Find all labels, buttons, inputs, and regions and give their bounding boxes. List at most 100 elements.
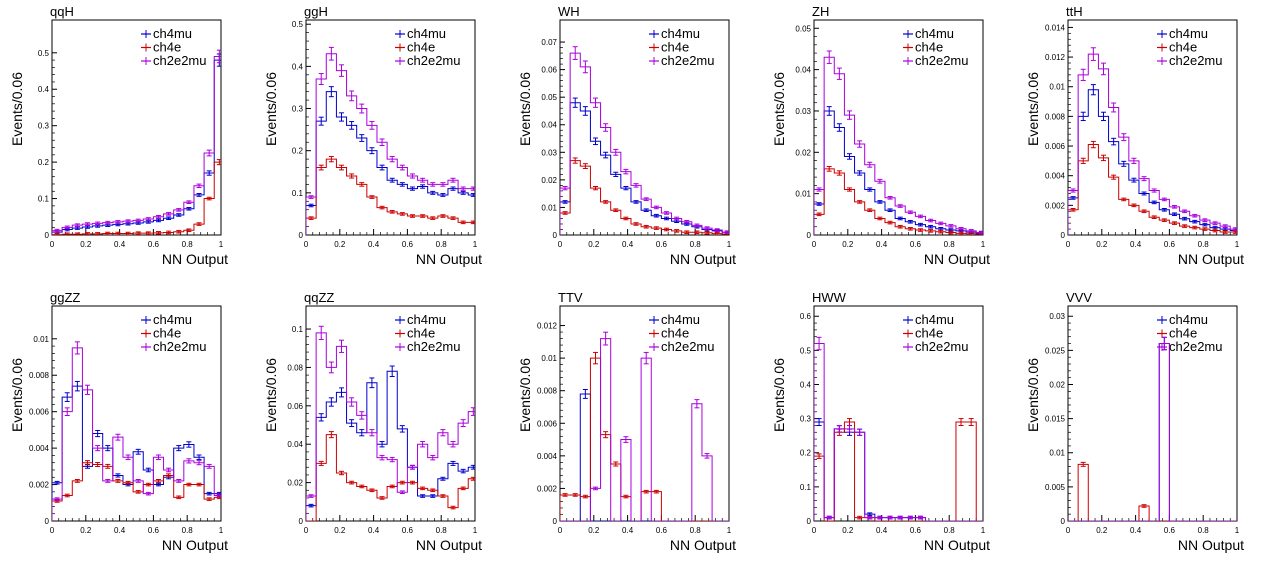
series-ch2e2mu-histogram	[306, 53, 475, 235]
x-tick-label: 0.4	[1130, 526, 1142, 535]
y-tick-label: 0.5	[292, 20, 304, 29]
x-tick-label: 1	[473, 240, 478, 249]
x-tick-label: 0.2	[842, 526, 854, 535]
x-tick-label: 1	[219, 240, 224, 249]
y-axis-label: Events/0.06	[1025, 358, 1041, 432]
x-tick-label: 1	[473, 526, 478, 535]
x-tick-label: 1	[727, 526, 732, 535]
y-tick-label: 0	[1061, 517, 1066, 526]
y-tick-label: 0.02	[287, 479, 303, 488]
legend-entry: ch4e	[915, 40, 943, 55]
x-axis-label: NN Output	[924, 537, 990, 553]
chart-title: qqH	[50, 4, 74, 19]
legend-entry: ch2e2mu	[915, 53, 968, 68]
x-tick-label: 0.6	[910, 240, 922, 249]
plot-area	[52, 341, 221, 521]
x-tick-label: 0.2	[588, 240, 600, 249]
histogram-svg: HWW Events/0.06 NN Output 0 0.1 0.2 0.3 0.4 0.5 0…	[771, 290, 990, 553]
x-axis-label: NN Output	[670, 251, 736, 267]
y-tick-label: 0.01	[33, 335, 49, 344]
x-tick-label: 0.8	[690, 526, 702, 535]
plot-area	[814, 50, 983, 235]
histogram-svg: qqZZ Events/0.06 NN Output 0 0.02 0.04 0.06 0.0…	[263, 290, 482, 553]
y-tick-label: 0.1	[292, 325, 304, 334]
y-tick-label: 0.01	[795, 190, 811, 199]
x-tick-label: 0.2	[80, 526, 92, 535]
plot-area	[560, 46, 729, 235]
y-tick-label: 0.2	[800, 449, 812, 458]
y-tick-label: 0.006	[1045, 142, 1066, 151]
x-tick-label: 0.6	[656, 240, 668, 249]
series-ch2e2mu-histogram	[814, 56, 983, 235]
y-tick-label: 0.01	[1049, 83, 1065, 92]
chart-title: ggZZ	[50, 290, 80, 305]
y-tick-label: 0.025	[1045, 346, 1066, 355]
series-ch4e-histogram	[814, 421, 983, 521]
legend-entry: ch4e	[661, 326, 689, 341]
x-axis-label: NN Output	[162, 537, 228, 553]
y-tick-label: 0.008	[29, 371, 50, 380]
series-ch4e-histogram	[1068, 463, 1237, 521]
histogram-svg: ZH Events/0.06 NN Output 0 0.01 0.02 0.03 0.04 0…	[771, 4, 990, 267]
legend-entry: ch4e	[661, 40, 689, 55]
x-tick-label: 0.2	[334, 240, 346, 249]
x-tick-label: 0.6	[402, 240, 414, 249]
histogram-svg: ggH Events/0.06 NN Output 0 0.1 0.2 0.3 0.4 0.5 0…	[263, 4, 482, 267]
chart-title: ttH	[1066, 4, 1083, 19]
x-tick-label: 0.4	[876, 526, 888, 535]
y-axis-label: Events/0.06	[263, 358, 279, 432]
legend-entry: ch4e	[915, 326, 943, 341]
x-tick-label: 0.4	[1130, 240, 1142, 249]
legend-entry: ch4e	[407, 40, 435, 55]
series-ch2e2mu-histogram	[560, 52, 729, 235]
y-tick-label: 0.05	[795, 24, 811, 33]
y-tick-label: 0.07	[541, 38, 557, 47]
histogram-panel-vvv: VVV Events/0.06 NN Output 0 0.005 0.01 0.015 0.…	[1016, 286, 1270, 572]
x-tick-label: 0.4	[114, 526, 126, 535]
y-tick-label: 0.1	[292, 189, 304, 198]
legend-entry: ch2e2mu	[153, 53, 206, 68]
x-tick-label: 0.2	[588, 526, 600, 535]
histogram-panel-tth: ttH Events/0.06 NN Output 0 0.002 0.004 0.006 0…	[1016, 0, 1270, 286]
chart-title: ggH	[304, 4, 328, 19]
y-tick-label: 0.6	[800, 312, 812, 321]
x-tick-label: 0.4	[622, 526, 634, 535]
legend-entry: ch4mu	[153, 312, 192, 327]
x-tick-label: 1	[1235, 526, 1240, 535]
legend-entry: ch2e2mu	[661, 339, 714, 354]
series-ch2e2mu-histogram	[306, 332, 475, 521]
x-tick-label: 0	[812, 526, 817, 535]
x-tick-label: 0.8	[436, 240, 448, 249]
x-tick-label: 0.2	[1096, 240, 1108, 249]
x-axis-label: NN Output	[416, 537, 482, 553]
plot-frame	[559, 19, 730, 236]
series-ch4mu-histogram	[560, 393, 729, 521]
series-ch4e-histogram	[52, 161, 221, 235]
chart-title: ZH	[812, 4, 829, 19]
legend-entry: ch4mu	[915, 312, 954, 327]
legend-entry: ch4mu	[915, 26, 954, 41]
chart-title: TTV	[558, 290, 583, 305]
y-axis-label: Events/0.06	[517, 72, 533, 146]
x-tick-label: 0.6	[910, 526, 922, 535]
x-tick-label: 0.4	[622, 240, 634, 249]
y-axis-label: Events/0.06	[771, 358, 787, 432]
y-tick-label: 0.05	[541, 93, 557, 102]
x-tick-label: 0	[50, 240, 55, 249]
y-tick-label: 0	[45, 231, 50, 240]
y-tick-label: 0	[299, 517, 304, 526]
x-tick-label: 0.8	[182, 526, 194, 535]
y-tick-label: 0.03	[1049, 312, 1065, 321]
y-tick-label: 0.06	[541, 66, 557, 75]
legend-entry: ch4mu	[661, 312, 700, 327]
histogram-svg: qqH Events/0.06 NN Output 0 0.1 0.2 0.3 0.4 0.5 0…	[9, 4, 228, 267]
series-ch2e2mu-histogram	[52, 55, 221, 235]
x-tick-label: 1	[219, 526, 224, 535]
plot-frame	[305, 19, 476, 236]
series-ch4mu-histogram	[306, 370, 475, 521]
x-axis-label: NN Output	[162, 251, 228, 267]
y-tick-label: 0.3	[292, 105, 304, 114]
y-tick-label: 0.04	[541, 121, 557, 130]
y-tick-label: 0.004	[1045, 172, 1066, 181]
